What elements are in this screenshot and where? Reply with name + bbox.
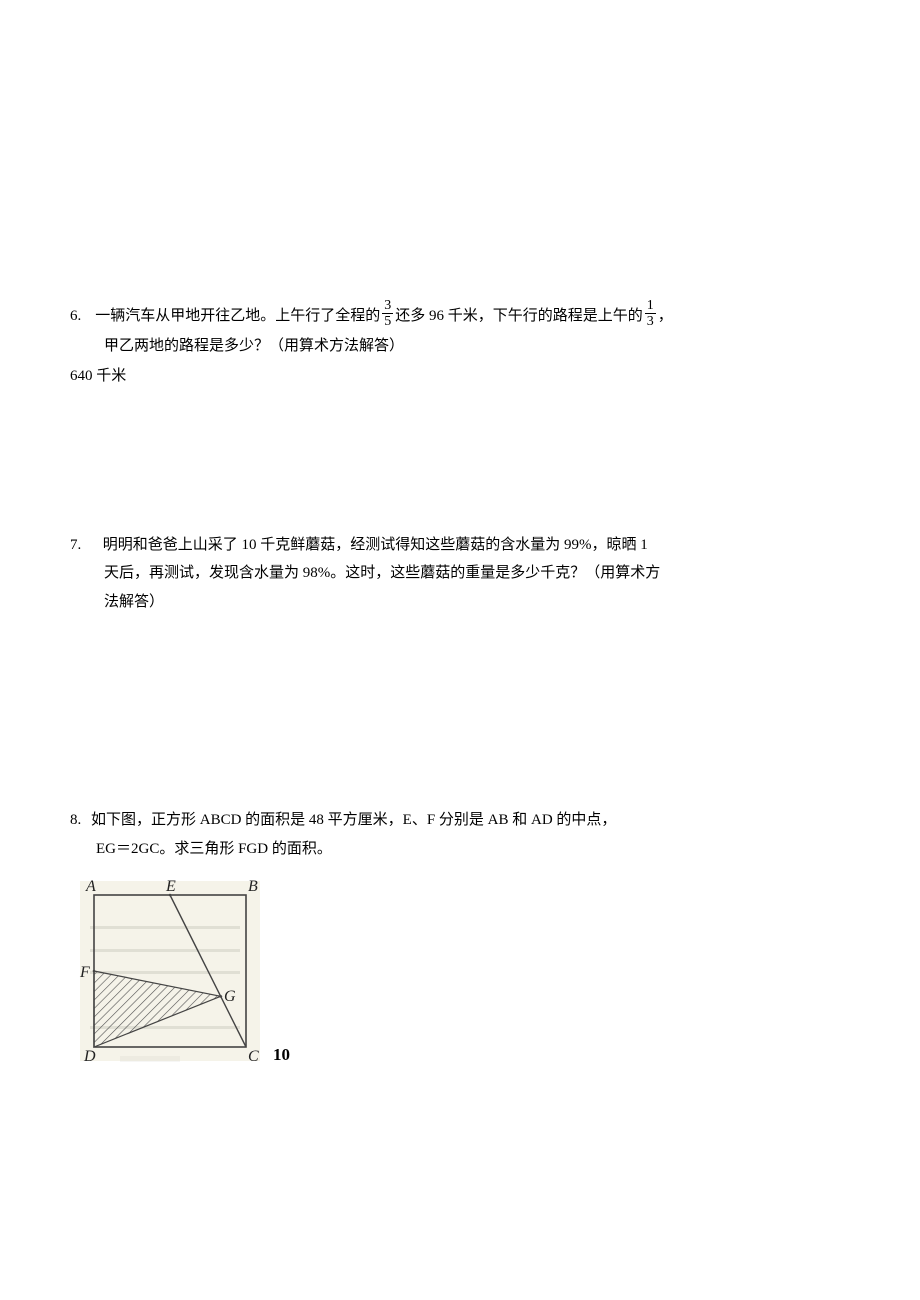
q7-line1: 明明和爸爸上山采了 10 千克鲜蘑菇，经测试得知这些蘑菇的含水量为 99%，晾晒… bbox=[103, 537, 648, 553]
q6-line1: 6. 一辆汽车从甲地开往乙地。上午行了全程的 3 5 还多 96 千米，下午行的… bbox=[70, 300, 850, 332]
label-G: G bbox=[224, 988, 236, 1005]
q6-fraction-1: 3 5 bbox=[382, 298, 393, 330]
q6-frac1-den: 5 bbox=[382, 314, 393, 329]
q6-number: 6. bbox=[70, 302, 81, 331]
q6-text-part2: 还多 96 千米，下午行的路程是上午的 bbox=[395, 302, 643, 331]
label-C: C bbox=[248, 1048, 259, 1065]
q6-fraction-2: 1 3 bbox=[645, 298, 656, 330]
label-D: D bbox=[83, 1048, 96, 1065]
label-F: F bbox=[79, 964, 90, 981]
label-B: B bbox=[248, 878, 258, 895]
q6-text-part3: ， bbox=[658, 302, 673, 331]
question-7: 7. 明明和爸爸上山采了 10 千克鲜蘑菇，经测试得知这些蘑菇的含水量为 99%… bbox=[70, 531, 850, 617]
q8-line2: EG＝2GC。求三角形 FGD 的面积。 bbox=[70, 835, 850, 864]
q6-text-part1: 一辆汽车从甲地开往乙地。上午行了全程的 bbox=[95, 302, 380, 331]
q7-number: 7. bbox=[70, 531, 81, 560]
q7-line1-wrap: 7. 明明和爸爸上山采了 10 千克鲜蘑菇，经测试得知这些蘑菇的含水量为 99%… bbox=[70, 531, 850, 560]
label-E: E bbox=[165, 878, 176, 895]
q8-figure: A E B F G D C bbox=[70, 871, 270, 1071]
label-A: A bbox=[85, 878, 96, 895]
q8-number: 8. bbox=[70, 806, 81, 835]
q8-answer: 10 bbox=[273, 1039, 290, 1071]
q8-line1-wrap: 8. 如下图，正方形 ABCD 的面积是 48 平方厘米，E、F 分别是 AB … bbox=[70, 806, 850, 835]
q8-line1: 如下图，正方形 ABCD 的面积是 48 平方厘米，E、F 分别是 AB 和 A… bbox=[91, 812, 616, 828]
q6-frac2-den: 3 bbox=[645, 314, 656, 329]
q6-frac2-num: 1 bbox=[645, 298, 656, 314]
q7-line2: 天后，再测试，发现含水量为 98%。这时，这些蘑菇的重量是多少千克？（用算术方 bbox=[70, 559, 850, 588]
q6-answer: 640 千米 bbox=[70, 362, 850, 391]
q6-line2: 甲乙两地的路程是多少？（用算术方法解答） bbox=[70, 332, 850, 361]
q7-line3: 法解答） bbox=[70, 588, 850, 617]
question-8: 8. 如下图，正方形 ABCD 的面积是 48 平方厘米，E、F 分别是 AB … bbox=[70, 806, 850, 1071]
question-6: 6. 一辆汽车从甲地开往乙地。上午行了全程的 3 5 还多 96 千米，下午行的… bbox=[70, 300, 850, 391]
q8-figure-container: A E B F G D C 10 bbox=[70, 871, 850, 1071]
q6-frac1-num: 3 bbox=[382, 298, 393, 314]
